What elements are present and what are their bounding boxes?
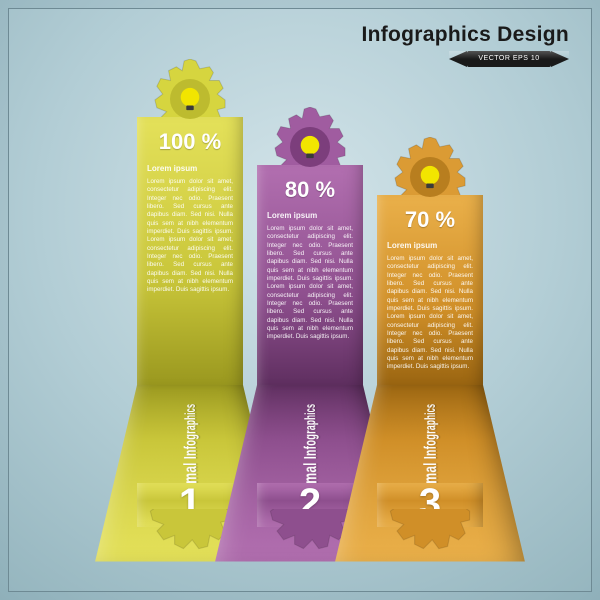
badge-line-2: EPS 10 bbox=[513, 55, 540, 62]
percent-label: 100 % bbox=[137, 129, 243, 155]
badge-line-1: VECTOR bbox=[478, 55, 510, 62]
body-text: Lorem ipsumLorem ipsum dolor sit amet, c… bbox=[147, 164, 233, 374]
page-title: Infographics Design bbox=[361, 23, 569, 47]
header: Infographics Design VECTOR EPS 10 bbox=[361, 23, 569, 67]
canvas-frame: Infographics Design VECTOR EPS 10 100 % bbox=[8, 8, 592, 592]
body-text: Lorem ipsumLorem ipsum dolor sit amet, c… bbox=[267, 211, 353, 376]
vector-badge: VECTOR EPS 10 bbox=[449, 51, 569, 67]
lightbulb-icon bbox=[410, 157, 450, 197]
infographic-stage: 100 % Lorem ipsumLorem ipsum dolor sit a… bbox=[9, 69, 591, 583]
body-text: Lorem ipsumLorem ipsum dolor sit amet, c… bbox=[387, 241, 473, 376]
lightbulb-icon bbox=[170, 79, 210, 119]
percent-label: 70 % bbox=[377, 207, 483, 233]
lightbulb-icon bbox=[290, 127, 330, 167]
percent-label: 80 % bbox=[257, 177, 363, 203]
gear-half-icon bbox=[386, 509, 474, 564]
